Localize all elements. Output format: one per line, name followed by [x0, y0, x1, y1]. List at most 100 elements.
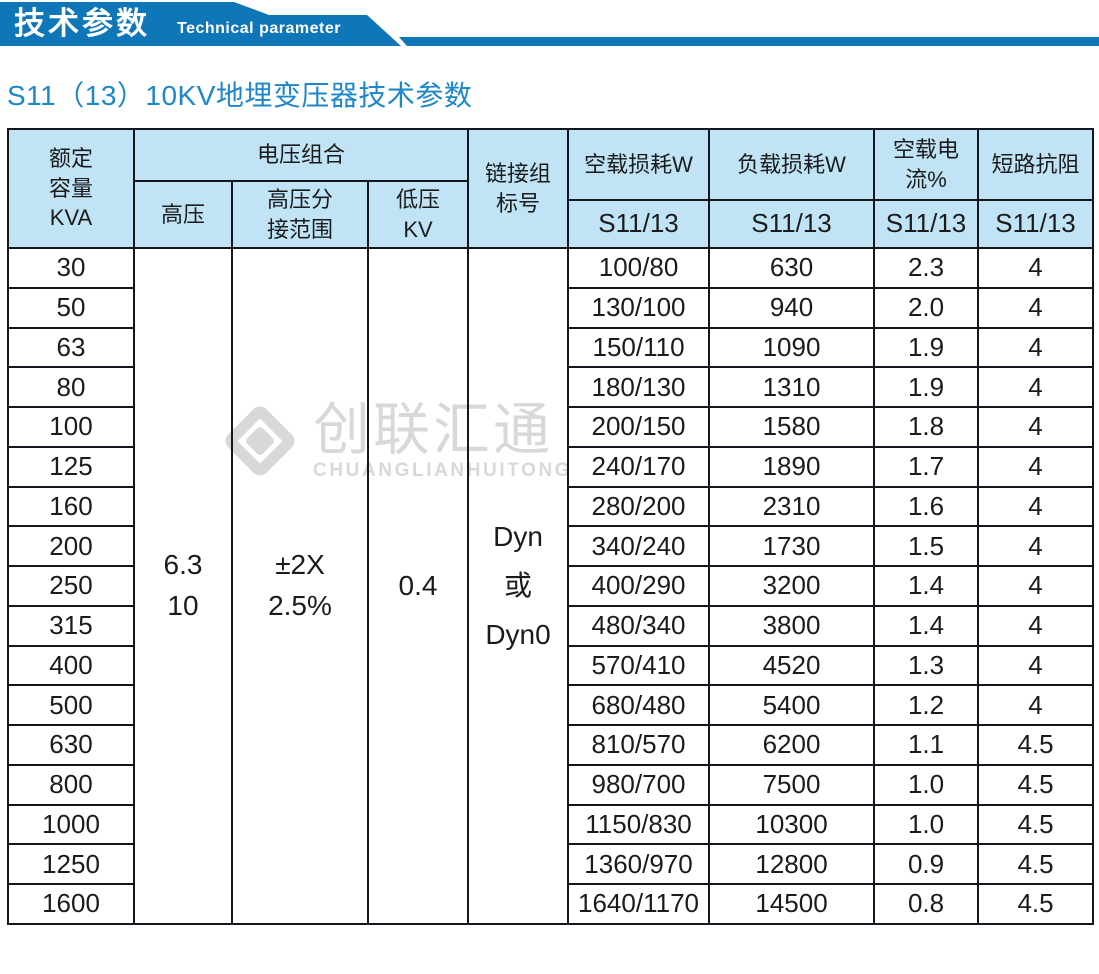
load-loss-cell: 1730	[708, 525, 876, 567]
kva-cell: 500	[7, 684, 135, 726]
no-load-loss-cell: 680/480	[567, 684, 711, 726]
load-loss-cell: 1890	[708, 445, 876, 488]
impedance-cell: 4	[977, 247, 1095, 289]
table-row: 800 980/700 7500 1.0 4.5	[7, 763, 1095, 806]
table-row: 1250 1360/970 12800 0.9 4.5	[7, 843, 1095, 885]
no-load-current-cell: 0.8	[873, 883, 980, 925]
load-loss-cell: 7500	[708, 763, 876, 806]
table-row: 100 200/150 1580 1.8 4	[7, 406, 1095, 448]
impedance-cell: 4.5	[977, 724, 1095, 766]
load-loss-cell: 4520	[708, 644, 876, 687]
no-load-current-cell: 1.6	[873, 485, 980, 528]
spec-table: 额定 容量 KVA 电压组合 链接组 标号 空载损耗W 负载损耗W 空载电流% …	[7, 128, 1095, 925]
kva-cell: 800	[7, 763, 135, 806]
no-load-loss-cell: 1150/830	[567, 803, 711, 846]
kva-cell: 1250	[7, 843, 135, 885]
no-load-loss-cell: 240/170	[567, 445, 711, 488]
load-loss-cell: 10300	[708, 803, 876, 846]
table-row: 80 180/130 1310 1.9 4	[7, 366, 1095, 408]
impedance-cell: 4.5	[977, 843, 1095, 885]
header-voltage-group: 电压组合	[132, 128, 470, 182]
impedance-cell: 4	[977, 604, 1095, 647]
impedance-cell: 4	[977, 525, 1095, 567]
header-model-no-load-current: S11/13	[873, 199, 980, 249]
header-vector-group: 链接组 标号	[467, 128, 570, 249]
header-impedance: 短路抗阻	[977, 128, 1095, 201]
no-load-current-cell: 0.9	[873, 843, 980, 885]
impedance-cell: 4.5	[977, 803, 1095, 846]
no-load-current-cell: 1.8	[873, 406, 980, 448]
header-no-load-loss: 空载损耗W	[567, 128, 711, 201]
kva-cell: 1000	[7, 803, 135, 846]
no-load-loss-cell: 400/290	[567, 565, 711, 607]
table-row: 400 570/410 4520 1.3 4	[7, 644, 1095, 687]
kva-cell: 50	[7, 286, 135, 329]
section-banner: 技术参数 Technical parameter	[0, 0, 1099, 50]
kva-cell: 100	[7, 406, 135, 448]
no-load-current-cell: 1.5	[873, 525, 980, 567]
banner-subtitle: Technical parameter	[177, 20, 341, 37]
table-row: 160 280/200 2310 1.6 4	[7, 485, 1095, 528]
no-load-current-cell: 1.4	[873, 565, 980, 607]
no-load-loss-cell: 130/100	[567, 286, 711, 329]
load-loss-cell: 1580	[708, 406, 876, 448]
load-loss-cell: 5400	[708, 684, 876, 726]
no-load-current-cell: 1.3	[873, 644, 980, 687]
table-row: 250 400/290 3200 1.4 4	[7, 565, 1095, 607]
header-high-voltage: 高压	[133, 180, 233, 249]
kva-cell: 200	[7, 525, 135, 567]
impedance-cell: 4	[977, 406, 1095, 448]
table-row: 63 150/110 1090 1.9 4	[7, 326, 1095, 369]
spec-table-wrapper: 创联汇通 CHUANGLIANHUITONG 额定 容量 KVA 电压组合 链接…	[7, 128, 1095, 925]
kva-cell: 160	[7, 485, 135, 528]
table-row: 200 340/240 1730 1.5 4	[7, 525, 1095, 567]
impedance-cell: 4	[977, 366, 1095, 408]
header-no-load-current: 空载电流%	[873, 128, 980, 201]
no-load-loss-cell: 200/150	[567, 406, 711, 448]
hv-tap-range-cell: ±2X 2.5%	[231, 247, 369, 925]
load-loss-cell: 940	[708, 286, 876, 329]
no-load-current-cell: 1.7	[873, 445, 980, 488]
impedance-cell: 4	[977, 565, 1095, 607]
header-capacity: 额定 容量 KVA	[7, 128, 135, 249]
no-load-loss-cell: 1640/1170	[567, 883, 711, 925]
no-load-loss-cell: 810/570	[567, 724, 711, 766]
banner-title: 技术参数	[14, 6, 150, 41]
vector-group-cell: Dyn 或 Dyn0	[467, 247, 570, 925]
kva-cell: 125	[7, 445, 135, 488]
load-loss-cell: 3800	[708, 604, 876, 647]
table-row: 125 240/170 1890 1.7 4	[7, 445, 1095, 488]
header-row-3: S11/13 S11/13 S11/13 S11/13	[8, 199, 1095, 249]
load-loss-cell: 6200	[708, 724, 876, 766]
impedance-cell: 4	[977, 644, 1095, 687]
load-loss-cell: 1310	[708, 366, 876, 408]
no-load-current-cell: 1.9	[873, 326, 980, 369]
kva-cell: 30	[7, 247, 135, 289]
no-load-current-cell: 2.0	[873, 286, 980, 329]
no-load-current-cell: 1.0	[873, 803, 980, 846]
header-low-voltage: 低压 KV	[366, 180, 470, 249]
no-load-loss-cell: 570/410	[567, 644, 711, 687]
kva-cell: 80	[7, 366, 135, 408]
impedance-cell: 4	[977, 485, 1095, 528]
no-load-current-cell: 1.0	[873, 763, 980, 806]
header-model-impedance: S11/13	[977, 199, 1095, 249]
no-load-loss-cell: 100/80	[567, 247, 711, 289]
no-load-loss-cell: 280/200	[567, 485, 711, 528]
kva-cell: 63	[7, 326, 135, 369]
table-row: 630 810/570 6200 1.1 4.5	[7, 724, 1095, 766]
kva-cell: 1600	[7, 883, 135, 925]
kva-cell: 250	[7, 565, 135, 607]
table-row: 1600 1640/1170 14500 0.8 4.5	[7, 883, 1095, 925]
page-title: S11（13）10KV地埋变压器技术参数	[7, 80, 473, 111]
impedance-cell: 4.5	[977, 883, 1095, 925]
table-row: 1000 1150/830 10300 1.0 4.5	[7, 803, 1095, 846]
header-row-1: 额定 容量 KVA 电压组合 链接组 标号 空载损耗W 负载损耗W 空载电流% …	[7, 128, 1095, 249]
no-load-loss-cell: 340/240	[567, 525, 711, 567]
load-loss-cell: 1090	[708, 326, 876, 369]
no-load-current-cell: 1.2	[873, 684, 980, 726]
no-load-current-cell: 2.3	[873, 247, 980, 289]
impedance-cell: 4	[977, 445, 1095, 488]
kva-cell: 400	[7, 644, 135, 687]
no-load-loss-cell: 980/700	[567, 763, 711, 806]
